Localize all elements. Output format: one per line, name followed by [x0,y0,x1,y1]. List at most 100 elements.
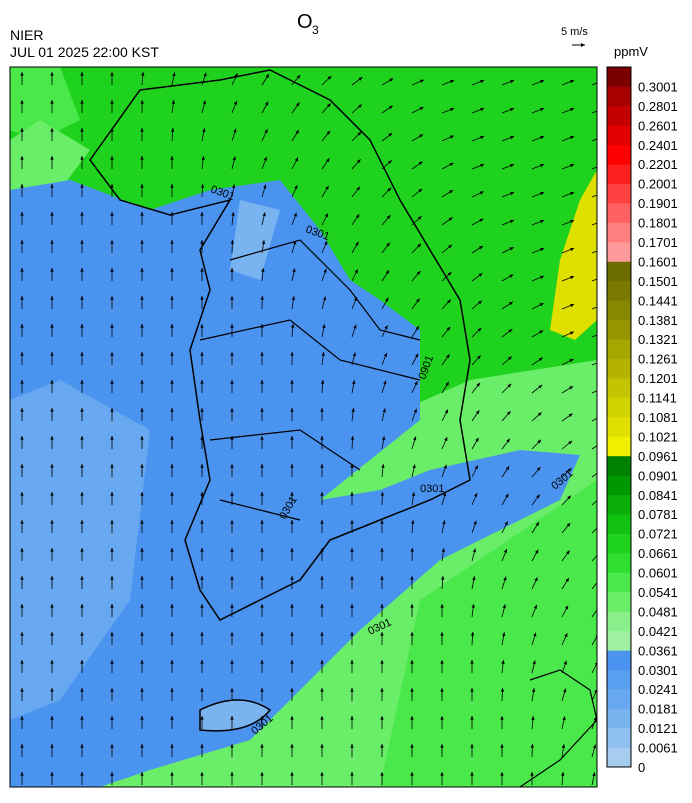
contour-label: 0301 [420,483,444,495]
colorbar-swatch [607,378,631,398]
wind-arrow-head [598,497,602,501]
colorbar-swatch [607,553,631,573]
colorbar-swatch [607,398,631,418]
wind-arrow-head [600,192,604,195]
colorbar-label: 0.2401 [638,138,678,153]
colorbar-swatch [607,203,631,223]
colorbar-label: 0.1601 [638,254,678,269]
colorbar-label: 0.0901 [638,468,678,483]
wind-arrow-head [599,442,603,445]
colorbar-label: 0.0121 [638,721,678,736]
colorbar-swatch [607,709,631,729]
colorbar-label: 0.2001 [638,177,678,192]
colorbar-swatch [607,514,631,534]
wind-arrow-head [600,276,604,279]
wind-scale-head [581,43,585,47]
colorbar-label: 0.0301 [638,663,678,678]
colorbar-label: 0.1021 [638,429,678,444]
colorbar-label: 0.1441 [638,293,678,308]
colorbar-label: 0.1081 [638,410,678,425]
colorbar-swatch [607,106,631,126]
wind-arrow-head [597,551,601,555]
colorbar-swatch [607,417,631,437]
title-subscript: 3 [312,23,319,37]
colorbar-label: 0.0841 [638,488,678,503]
colorbar-label: 0 [638,760,645,775]
colorbar-label: 0.1141 [638,391,677,406]
colorbar-label: 0.0421 [638,624,678,639]
wind-arrow-head [599,469,603,473]
colorbar-swatch [607,359,631,379]
wind-arrow-head [598,524,602,528]
colorbar-swatch [607,223,631,243]
colorbar-swatch [607,261,631,281]
colorbar-swatch [607,456,631,476]
colorbar-label: 0.1381 [638,313,678,328]
colorbar-swatch [607,125,631,145]
colorbar-label: 0.2601 [638,118,678,133]
unit: ppmV [614,44,648,59]
wind-arrow-head [600,80,604,83]
colorbar-swatch [607,145,631,165]
colorbar-swatch [607,689,631,709]
timestamp: JUL 01 2025 22:00 KST [10,44,159,60]
colorbar-swatch [607,475,631,495]
colorbar-swatch [607,86,631,106]
wind-arrow-head [600,332,604,335]
colorbar-swatch [607,339,631,359]
colorbar-label: 0.1901 [638,196,678,211]
colorbar-label: 0.0061 [638,741,678,756]
wind-scale-label: 5 m/s [561,26,588,38]
colorbar-label: 0.0661 [638,546,678,561]
colorbar-label: 0.0601 [638,566,678,581]
colorbar-label: 0.0961 [638,449,678,464]
wind-arrow-head [600,220,604,223]
colorbar-label: 0.2801 [638,99,678,114]
colorbar-swatch [607,281,631,301]
colorbar-label: 0.0721 [638,527,678,542]
colorbar-label: 0.3001 [638,79,678,94]
colorbar-swatch [607,242,631,262]
wind-arrow-head [600,304,604,307]
wind-arrow-head [600,108,604,111]
colorbar-label: 0.1201 [638,371,678,386]
wind-arrow-head [600,360,604,363]
colorbar-swatch [607,67,631,87]
colorbar-swatch [607,436,631,456]
agency: NIER [10,27,43,43]
colorbar-label: 0.0241 [638,682,678,697]
colorbar-label: 0.1801 [638,216,678,231]
colorbar-label: 0.0781 [638,507,678,522]
title: O [297,11,313,33]
colorbar-swatch [607,573,631,593]
colorbar-swatch [607,320,631,340]
wind-arrow-head [600,388,604,391]
colorbar-label: 0.0541 [638,585,678,600]
colorbar-swatch [607,184,631,204]
wind-arrow-head [600,164,604,167]
colorbar-swatch [607,164,631,184]
colorbar-swatch [607,728,631,748]
colorbar-label: 0.0481 [638,604,678,619]
colorbar-swatch [607,592,631,612]
colorbar: 00.00610.01210.01810.02410.03010.03610.0… [607,67,678,775]
colorbar-swatch [607,748,631,768]
colorbar-swatch [607,631,631,651]
colorbar-label: 0.1501 [638,274,678,289]
wind-arrow-head [600,248,604,251]
colorbar-label: 0.1261 [638,352,678,367]
colorbar-swatch [607,300,631,320]
colorbar-swatch [607,534,631,554]
colorbar-label: 0.0361 [638,643,678,658]
colorbar-swatch [607,611,631,631]
colorbar-label: 0.1321 [638,332,678,347]
colorbar-label: 0.1701 [638,235,678,250]
wind-arrow-head [599,415,603,418]
colorbar-swatch [607,495,631,515]
colorbar-label: 0.2201 [638,157,678,172]
colorbar-swatch [607,670,631,690]
wind-arrow-head [600,136,604,139]
